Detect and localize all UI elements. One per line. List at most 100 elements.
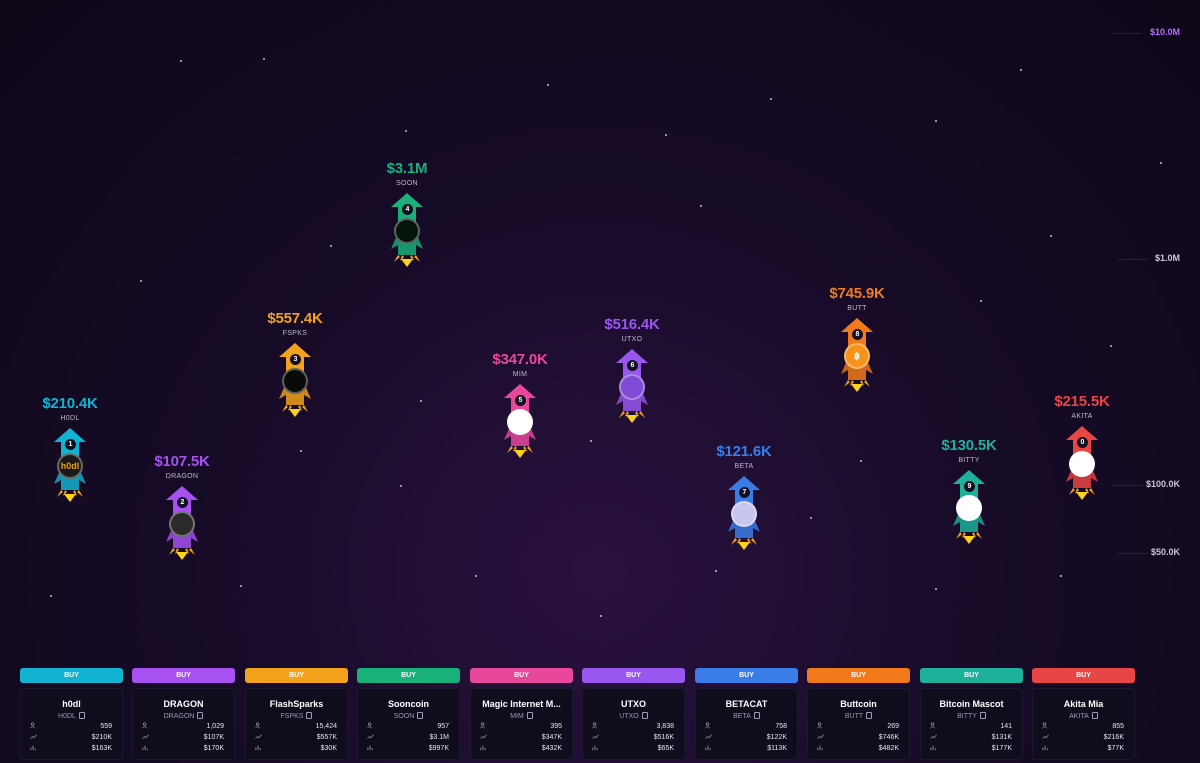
rocket-symbol-label: FSPKS (282, 330, 308, 337)
star (1050, 235, 1052, 237)
document-icon[interactable] (306, 712, 313, 719)
coin-card-soon[interactable]: BUY Sooncoin SOON 957 $3.1M $997K (357, 668, 460, 760)
coin-card-fspks[interactable]: BUY FlashSparks FSPKS 15,424 $557K $30K (245, 668, 348, 760)
document-icon[interactable] (78, 712, 85, 719)
document-icon[interactable] (866, 712, 873, 719)
document-icon[interactable] (197, 712, 204, 719)
holders-row: 15,424 (246, 722, 347, 731)
buy-button[interactable]: BUY (807, 668, 910, 683)
buy-button[interactable]: BUY (920, 668, 1023, 683)
coin-card-butt[interactable]: BUY Buttcoin BUTT 269 $746K $482K (807, 668, 910, 760)
volume-row: $557K (246, 733, 347, 742)
coin-info-panel: Akita Mia AKITA 855 $216K $77K (1032, 688, 1135, 760)
holders-row: 3,838 (583, 722, 684, 731)
rocket-beta[interactable]: $121.6K BETA 7 (684, 443, 804, 556)
market-cap-label: $107.5K (154, 453, 210, 470)
rocket-symbol-label: BITTY (958, 457, 980, 464)
ticker-text: DRAGON (163, 713, 195, 720)
star (1060, 575, 1062, 577)
coin-info-panel: Magic Internet M... MIM 395 $347K $432K (470, 688, 573, 760)
liquidity-row: $177K (921, 744, 1022, 753)
coin-info-panel: BETACAT BETA 758 $122K $113K (695, 688, 798, 760)
document-icon[interactable] (753, 712, 760, 719)
liquidity-value: $30K (320, 745, 337, 752)
volume-value: $516K (653, 734, 674, 741)
volume-row: $516K (583, 733, 684, 742)
coin-cards: BUY h0dl H0DL 559 $210K $163K BUY DRAGON DRAGON 1… (20, 668, 1135, 763)
trend-icon (255, 733, 262, 742)
buy-button[interactable]: BUY (357, 668, 460, 683)
buy-button[interactable]: BUY (695, 668, 798, 683)
star (770, 98, 772, 100)
bar-chart-icon (367, 744, 374, 753)
coin-card-akita[interactable]: BUY Akita Mia AKITA 855 $216K $77K (1032, 668, 1135, 760)
rocket-h0dl[interactable]: $210.4K H0DL 1 h0dl (10, 395, 130, 508)
liquidity-value: $77K (1107, 745, 1124, 752)
buy-button[interactable]: BUY (132, 668, 235, 683)
rocket-fspks[interactable]: $557.4K FSPKS 3 (235, 310, 355, 423)
rocket-dragon[interactable]: $107.5K DRAGON 2 (122, 453, 242, 566)
document-icon[interactable] (641, 712, 648, 719)
rocket-symbol-label: UTXO (621, 336, 643, 343)
holders-value: 1,029 (206, 723, 224, 730)
coin-card-h0dl[interactable]: BUY h0dl H0DL 559 $210K $163K (20, 668, 123, 760)
document-icon[interactable] (1091, 712, 1098, 719)
star (935, 120, 937, 122)
coin-logo (619, 374, 645, 400)
trend-icon (142, 733, 149, 742)
coin-card-beta[interactable]: BUY BETACAT BETA 758 $122K $113K (695, 668, 798, 760)
rocket-utxo[interactable]: $516.4K UTXO 6 (572, 316, 692, 429)
rocket-icon: 1 h0dl (52, 428, 88, 508)
star (1160, 162, 1162, 164)
rocket-icon: 9 (951, 470, 987, 550)
rocket-akita[interactable]: $215.5K AKITA 0 (1022, 393, 1142, 506)
coin-ticker: SOON (358, 712, 459, 720)
coin-card-bitty[interactable]: BUY Bitcoin Mascot BITTY 141 $131K $177K (920, 668, 1023, 760)
rank-badge: 8 (852, 329, 863, 340)
rocket-bitty[interactable]: $130.5K BITTY 9 (909, 437, 1029, 550)
rocket-butt[interactable]: $745.9K BUTT 8 ฿ (797, 285, 917, 398)
coin-ticker: AKITA (1033, 712, 1134, 720)
document-icon[interactable] (979, 712, 986, 719)
buy-button[interactable]: BUY (20, 668, 123, 683)
buy-button[interactable]: BUY (1032, 668, 1135, 683)
trend-icon (592, 733, 599, 742)
holders-value: 15,424 (315, 723, 337, 730)
liquidity-value: $177K (991, 745, 1012, 752)
rocket-icon: 5 (502, 384, 538, 464)
coin-info-panel: Bitcoin Mascot BITTY 141 $131K $177K (920, 688, 1023, 760)
buy-button[interactable]: BUY (245, 668, 348, 683)
coin-card-dragon[interactable]: BUY DRAGON DRAGON 1,029 $107K $170K (132, 668, 235, 760)
document-icon[interactable] (526, 712, 533, 719)
rocket-soon[interactable]: $3.1M SOON 4 (347, 160, 467, 273)
liquidity-row: $113K (696, 744, 797, 753)
users-icon (255, 722, 262, 731)
star (715, 570, 717, 572)
users-icon (592, 722, 599, 731)
users-icon (480, 722, 487, 731)
coin-logo (507, 409, 533, 435)
rocket-icon: 8 ฿ (839, 318, 875, 398)
volume-value: $557K (316, 734, 337, 741)
rocket-symbol-label: MIM (512, 371, 528, 378)
ticker-text: MIM (510, 713, 524, 720)
market-cap-label: $557.4K (267, 310, 323, 327)
liquidity-row: $170K (133, 744, 234, 753)
coin-card-utxo[interactable]: BUY UTXO UTXO 3,838 $516K $65K (582, 668, 685, 760)
rocket-mim[interactable]: $347.0K MIM 5 (460, 351, 580, 464)
star (50, 595, 52, 597)
buy-button[interactable]: BUY (470, 668, 573, 683)
rocket-symbol-label: AKITA (1071, 413, 1093, 420)
starfield-background (0, 0, 1200, 640)
market-cap-label: $130.5K (941, 437, 997, 454)
coin-ticker: UTXO (583, 712, 684, 720)
document-icon[interactable] (417, 712, 424, 719)
liquidity-row: $432K (471, 744, 572, 753)
volume-row: $131K (921, 733, 1022, 742)
coin-ticker: FSPKS (246, 712, 347, 720)
axis-label-top: $10.0M (1149, 27, 1180, 37)
volume-row: $107K (133, 733, 234, 742)
buy-button[interactable]: BUY (582, 668, 685, 683)
ticker-text: BUTT (844, 713, 864, 720)
coin-card-mim[interactable]: BUY Magic Internet M... MIM 395 $347K $432K (470, 668, 573, 760)
